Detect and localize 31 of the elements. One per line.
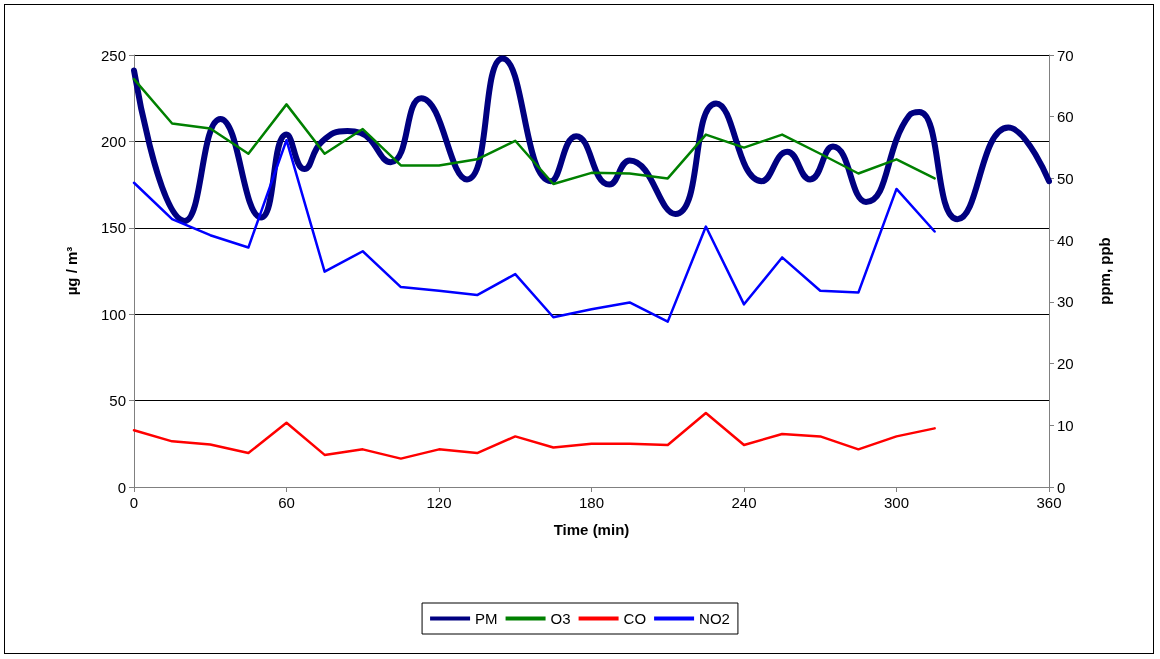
line-series [132, 138, 936, 323]
x-tick-label: 120 [426, 494, 452, 511]
legend-label: O3 [550, 610, 571, 627]
x-tick-label: 0 [129, 494, 139, 511]
legend-label: NO2 [699, 610, 730, 627]
x-tick-label: 180 [578, 494, 605, 511]
y2-tick-label: 70 [1057, 46, 1074, 64]
x-tick-label: 240 [731, 494, 757, 511]
y2-tick-label: 40 [1057, 231, 1074, 249]
y2-tick-label: 60 [1057, 108, 1074, 126]
y-tick-label: 150 [100, 219, 126, 237]
x-tick-label: 360 [1036, 494, 1062, 511]
y-tick-label: 200 [100, 132, 126, 150]
y2-tick-label: 10 [1057, 416, 1074, 434]
y-axis-title: µg / m³ [63, 246, 80, 296]
y2-axis-title: ppm, ppb [1096, 237, 1113, 305]
y2-tick-label: 0 [1057, 478, 1066, 496]
y2-tick-label: 20 [1057, 355, 1074, 373]
y-tick-label: 100 [100, 305, 126, 323]
legend-label: PM [475, 610, 498, 627]
legend-label: CO [623, 610, 647, 627]
y-tick-label: 0 [117, 478, 126, 496]
y-tick-label: 50 [109, 392, 126, 410]
line-series [132, 411, 936, 460]
y-tick-label: 250 [100, 46, 126, 64]
x-tick-label: 300 [883, 494, 910, 511]
x-axis-title: Time (min) [553, 521, 630, 538]
y2-tick-label: 50 [1057, 169, 1074, 187]
y2-tick-label: 30 [1057, 293, 1074, 311]
line-series [132, 77, 936, 186]
x-tick-label: 60 [278, 494, 295, 511]
